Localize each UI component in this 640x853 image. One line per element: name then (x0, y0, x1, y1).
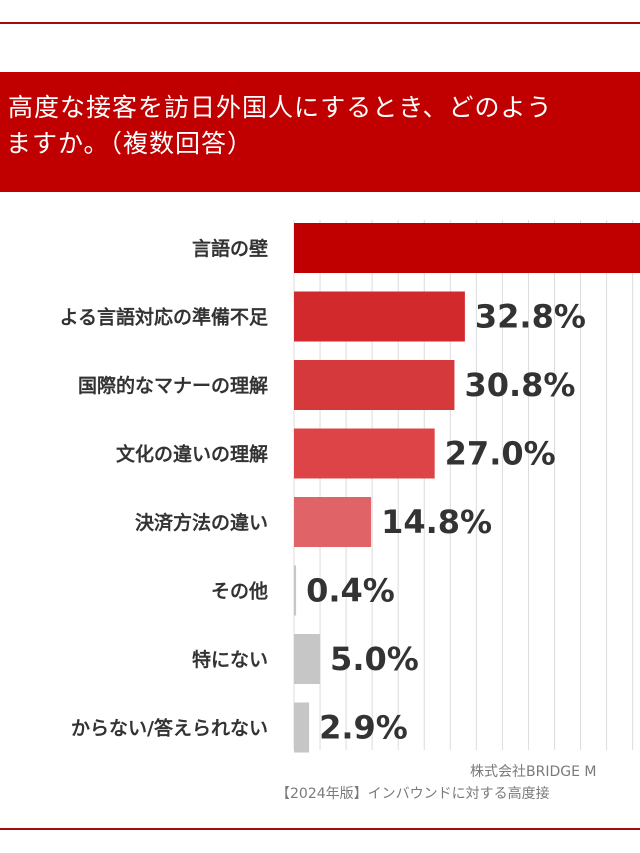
bottom-rule (0, 828, 640, 830)
category-label: 特にない (192, 649, 268, 671)
value-label: 14.8% (381, 503, 492, 541)
value-labels: 32.8% 30.8% 27.0% 14.8% 0.4% 5.0% 2.9% (306, 298, 586, 747)
value-label: 32.8% (475, 298, 586, 336)
bar (294, 702, 310, 753)
bar (294, 291, 465, 342)
bar (294, 497, 372, 547)
source-company: 株式会社BRIDGE M (470, 764, 597, 780)
bar (294, 223, 640, 273)
value-label: 30.8% (464, 366, 575, 404)
category-label: 言語の壁 (192, 237, 268, 260)
value-label: 0.4% (306, 572, 395, 610)
bar (294, 565, 297, 616)
value-label: 2.9% (319, 709, 408, 747)
category-labels: 言語の壁よる言語対応の準備不足国際的なマナーの理解文化の違いの理解決済方法の違い… (60, 237, 269, 740)
bar (294, 634, 321, 684)
bar (294, 360, 455, 410)
category-label: からない/答えられない (71, 717, 268, 740)
bar (294, 428, 435, 479)
value-label: 5.0% (330, 640, 419, 678)
bar-chart: 言語の壁よる言語対応の準備不足国際的なマナーの理解文化の違いの理解決済方法の違い… (60, 220, 640, 753)
chart-title-line-2: ますか。（複数回答） (6, 129, 254, 158)
category-label: 決済方法の違い (135, 511, 268, 534)
bars-group (294, 223, 640, 753)
category-label: 文化の違いの理解 (116, 443, 268, 466)
source-report: 【2024年版】インバウンドに対する高度接 (276, 786, 550, 802)
category-label: よる言語対応の準備不足 (60, 306, 269, 329)
value-label: 27.0% (445, 435, 556, 473)
category-label: その他 (211, 580, 268, 603)
top-rule (0, 22, 640, 24)
category-label: 国際的なマナーの理解 (78, 374, 268, 397)
chart-title-line-1: 高度な接客を訪日外国人にするとき、どのよう (8, 93, 553, 122)
title-band: 高度な接客を訪日外国人にするとき、どのよう ますか。（複数回答） (0, 72, 640, 192)
